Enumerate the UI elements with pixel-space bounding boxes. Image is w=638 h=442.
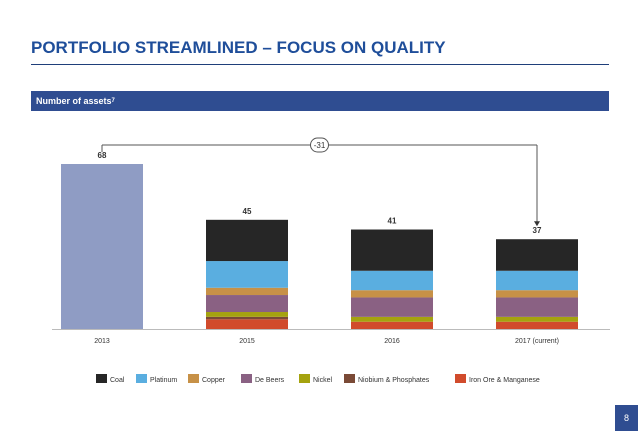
data-label-2015: 45 <box>243 207 252 216</box>
legend-swatch-niobium-phosphates <box>344 374 355 383</box>
bar-total-2013 <box>61 164 143 329</box>
legend-label-iron-ore-manganese: Iron Ore & Manganese <box>469 377 540 384</box>
bar-segment-coal-2016 <box>351 229 433 271</box>
annotation-label: -31 <box>314 141 326 150</box>
x-tick-label-2016: 2016 <box>384 338 400 345</box>
legend-swatch-copper <box>188 374 199 383</box>
legend-label-coal: Coal <box>110 377 125 384</box>
data-label-2013: 68 <box>98 151 107 160</box>
legend-swatch-coal <box>96 374 107 383</box>
data-label-2016: 41 <box>388 217 397 226</box>
x-tick-label-2015: 2015 <box>239 338 255 345</box>
footnote-marker: 7 <box>111 98 115 104</box>
chart-subtitle-bar: Number of assets 7 <box>31 91 609 111</box>
bar-segment-nickel-2016 <box>351 316 433 322</box>
legend-label-copper: Copper <box>202 377 226 384</box>
annotation-pill <box>310 137 329 153</box>
page-number: 8 <box>615 405 638 431</box>
title-divider <box>31 64 609 65</box>
bar-segment-platinum-2017-current <box>496 270 578 291</box>
bar-segment-platinum-2016 <box>351 270 433 291</box>
data-label-2017-current: 37 <box>533 226 542 235</box>
legend-swatch-iron-ore-manganese <box>455 374 466 383</box>
legend-swatch-nickel <box>299 374 310 383</box>
bar-segment-de-beers-2015 <box>206 295 288 313</box>
bar-segment-coal-2017-current <box>496 239 578 271</box>
x-tick-label-2017-current: 2017 (current) <box>515 338 559 345</box>
annotation-arrowhead <box>534 221 540 227</box>
chart-subtitle: Number of assets <box>36 96 112 106</box>
bar-segment-iron-ore-manganese-2017-current <box>496 321 578 329</box>
bar-segment-iron-ore-manganese-2016 <box>351 321 433 329</box>
legend-label-platinum: Platinum <box>150 377 177 384</box>
legend-label-nickel: Nickel <box>313 377 333 384</box>
page-title: PORTFOLIO STREAMLINED – FOCUS ON QUALITY <box>31 38 446 57</box>
bar-segment-de-beers-2017-current <box>496 297 578 317</box>
x-tick-label-2013: 2013 <box>94 338 110 345</box>
bar-segment-platinum-2015 <box>206 261 288 288</box>
legend-swatch-platinum <box>136 374 147 383</box>
legend-label-de-beers: De Beers <box>255 377 285 384</box>
bar-segment-nickel-2015 <box>206 312 288 317</box>
bar-segment-niobium-phosphates-2015 <box>206 316 288 320</box>
bar-segment-copper-2016 <box>351 290 433 298</box>
bar-segment-nickel-2017-current <box>496 316 578 322</box>
legend-swatch-de-beers <box>241 374 252 383</box>
bar-segment-de-beers-2016 <box>351 297 433 317</box>
bar-segment-copper-2017-current <box>496 290 578 298</box>
bar-segment-iron-ore-manganese-2015 <box>206 319 288 329</box>
bar-segment-coal-2015 <box>206 219 288 262</box>
legend-label-niobium-phosphates: Niobium & Phosphates <box>358 377 430 384</box>
bar-segment-copper-2015 <box>206 287 288 296</box>
